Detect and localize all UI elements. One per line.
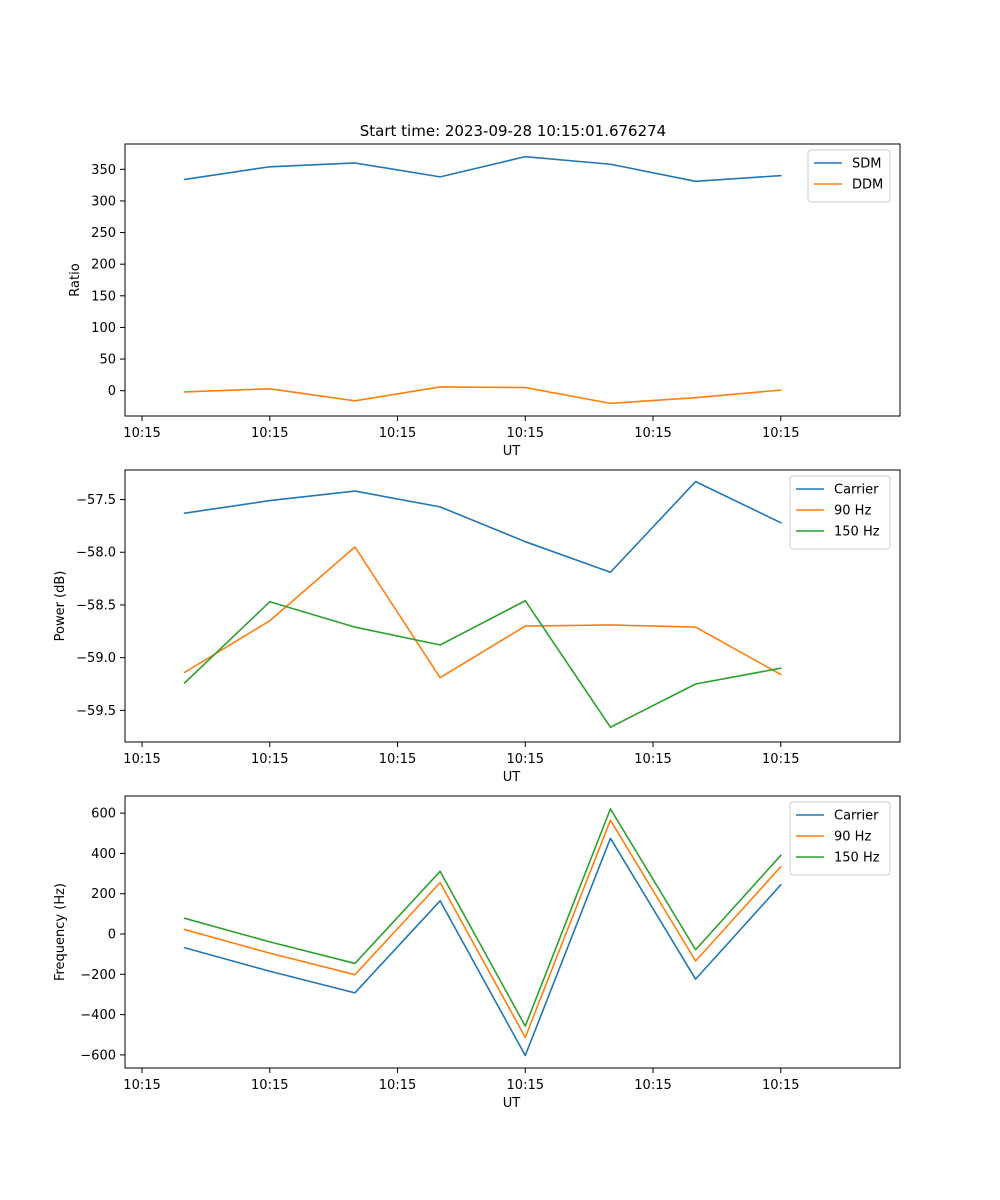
- y-tick-label: 0: [108, 384, 116, 399]
- chart-title: Start time: 2023-09-28 10:15:01.676274: [360, 122, 666, 140]
- x-tick-label: 10:15: [634, 1078, 671, 1093]
- x-tick-label: 10:15: [123, 752, 160, 767]
- series-line-150-hz: [183, 599, 782, 729]
- x-tick-label: 10:15: [634, 426, 671, 441]
- legend-label: DDM: [852, 178, 883, 193]
- y-tick-label: 200: [91, 258, 116, 273]
- y-tick-label: −58.5: [76, 598, 116, 613]
- y-axis-label: Ratio: [68, 263, 83, 296]
- series-line-150-hz: [183, 808, 782, 1027]
- series-line-90-hz: [183, 546, 782, 679]
- y-tick-label: −59.0: [76, 651, 116, 666]
- y-tick-label: −200: [80, 968, 116, 983]
- x-tick-label: 10:15: [507, 426, 544, 441]
- y-tick-label: 250: [91, 226, 116, 241]
- x-tick-label: 10:15: [379, 426, 416, 441]
- plots: 10:15 10:15 10:15 10:15 10:15 10:15 0 50 100 150 2…: [53, 143, 901, 1111]
- series-line-carrier: [183, 480, 782, 574]
- x-tick-label: 10:15: [123, 426, 160, 441]
- x-tick-label: 10:15: [762, 1078, 799, 1093]
- x-tick-label: 10:15: [251, 426, 288, 441]
- series-group: [183, 808, 782, 1057]
- y-tick-label: −58.0: [76, 546, 116, 561]
- subplot-1: 10:15 10:15 10:15 10:15 10:15 10:15 0 50 100 150 2…: [68, 143, 901, 459]
- x-tick-label: 10:15: [251, 1078, 288, 1093]
- y-tick-label: 300: [91, 194, 116, 209]
- y-axis-label: Power (dB): [53, 571, 68, 642]
- y-tick-label: 200: [91, 887, 116, 902]
- x-tick-label: 10:15: [507, 752, 544, 767]
- x-tick-label: 10:15: [762, 426, 799, 441]
- x-axis-label: UT: [503, 444, 521, 459]
- x-axis-label: UT: [503, 770, 521, 785]
- y-tick-label: 600: [91, 807, 116, 822]
- y-tick-label: 0: [108, 928, 116, 943]
- legend: Carrier 90 Hz 150 Hz: [789, 475, 891, 550]
- series-group: [183, 480, 782, 729]
- legend-label: Carrier: [834, 483, 879, 498]
- legend-label: 90 Hz: [834, 504, 871, 519]
- y-tick-label: 50: [99, 353, 116, 368]
- series-line-sdm: [183, 155, 782, 183]
- legend-label: 150 Hz: [834, 851, 880, 866]
- subplot-2: 10:15 10:15 10:15 10:15 10:15 10:15 −59.5 −59.0…: [53, 469, 901, 785]
- legend: SDM DDM: [807, 149, 891, 203]
- y-tick-label: −400: [80, 1008, 116, 1023]
- series-line-ddm: [183, 386, 782, 405]
- axes-frame: [124, 143, 901, 417]
- y-axis-label: Frequency (Hz): [53, 883, 68, 981]
- legend: Carrier 90 Hz 150 Hz: [789, 801, 891, 876]
- axes-frame: [124, 469, 901, 743]
- subplot-3: 10:15 10:15 10:15 10:15 10:15 10:15 −600 −400 −2…: [53, 795, 901, 1111]
- axes-frame: [124, 795, 901, 1069]
- y-tick-label: −59.5: [76, 704, 116, 719]
- x-tick-label: 10:15: [123, 1078, 160, 1093]
- legend-label: SDM: [852, 157, 881, 172]
- x-tick-label: 10:15: [507, 1078, 544, 1093]
- y-tick-label: 350: [91, 163, 116, 178]
- series-group: [183, 155, 782, 405]
- y-tick-label: −600: [80, 1048, 116, 1063]
- y-tick-label: 100: [91, 321, 116, 336]
- x-tick-label: 10:15: [379, 752, 416, 767]
- x-axis-label: UT: [503, 1096, 521, 1111]
- legend-label: 90 Hz: [834, 830, 871, 845]
- y-tick-label: 150: [91, 289, 116, 304]
- y-tick-label: −57.5: [76, 493, 116, 508]
- series-line-carrier: [183, 837, 782, 1057]
- x-tick-label: 10:15: [251, 752, 288, 767]
- legend-label: Carrier: [834, 809, 879, 824]
- x-tick-label: 10:15: [762, 752, 799, 767]
- y-tick-label: 400: [91, 847, 116, 862]
- legend-label: 150 Hz: [834, 525, 880, 540]
- x-tick-label: 10:15: [379, 1078, 416, 1093]
- x-tick-label: 10:15: [634, 752, 671, 767]
- series-line-90-hz: [183, 819, 782, 1039]
